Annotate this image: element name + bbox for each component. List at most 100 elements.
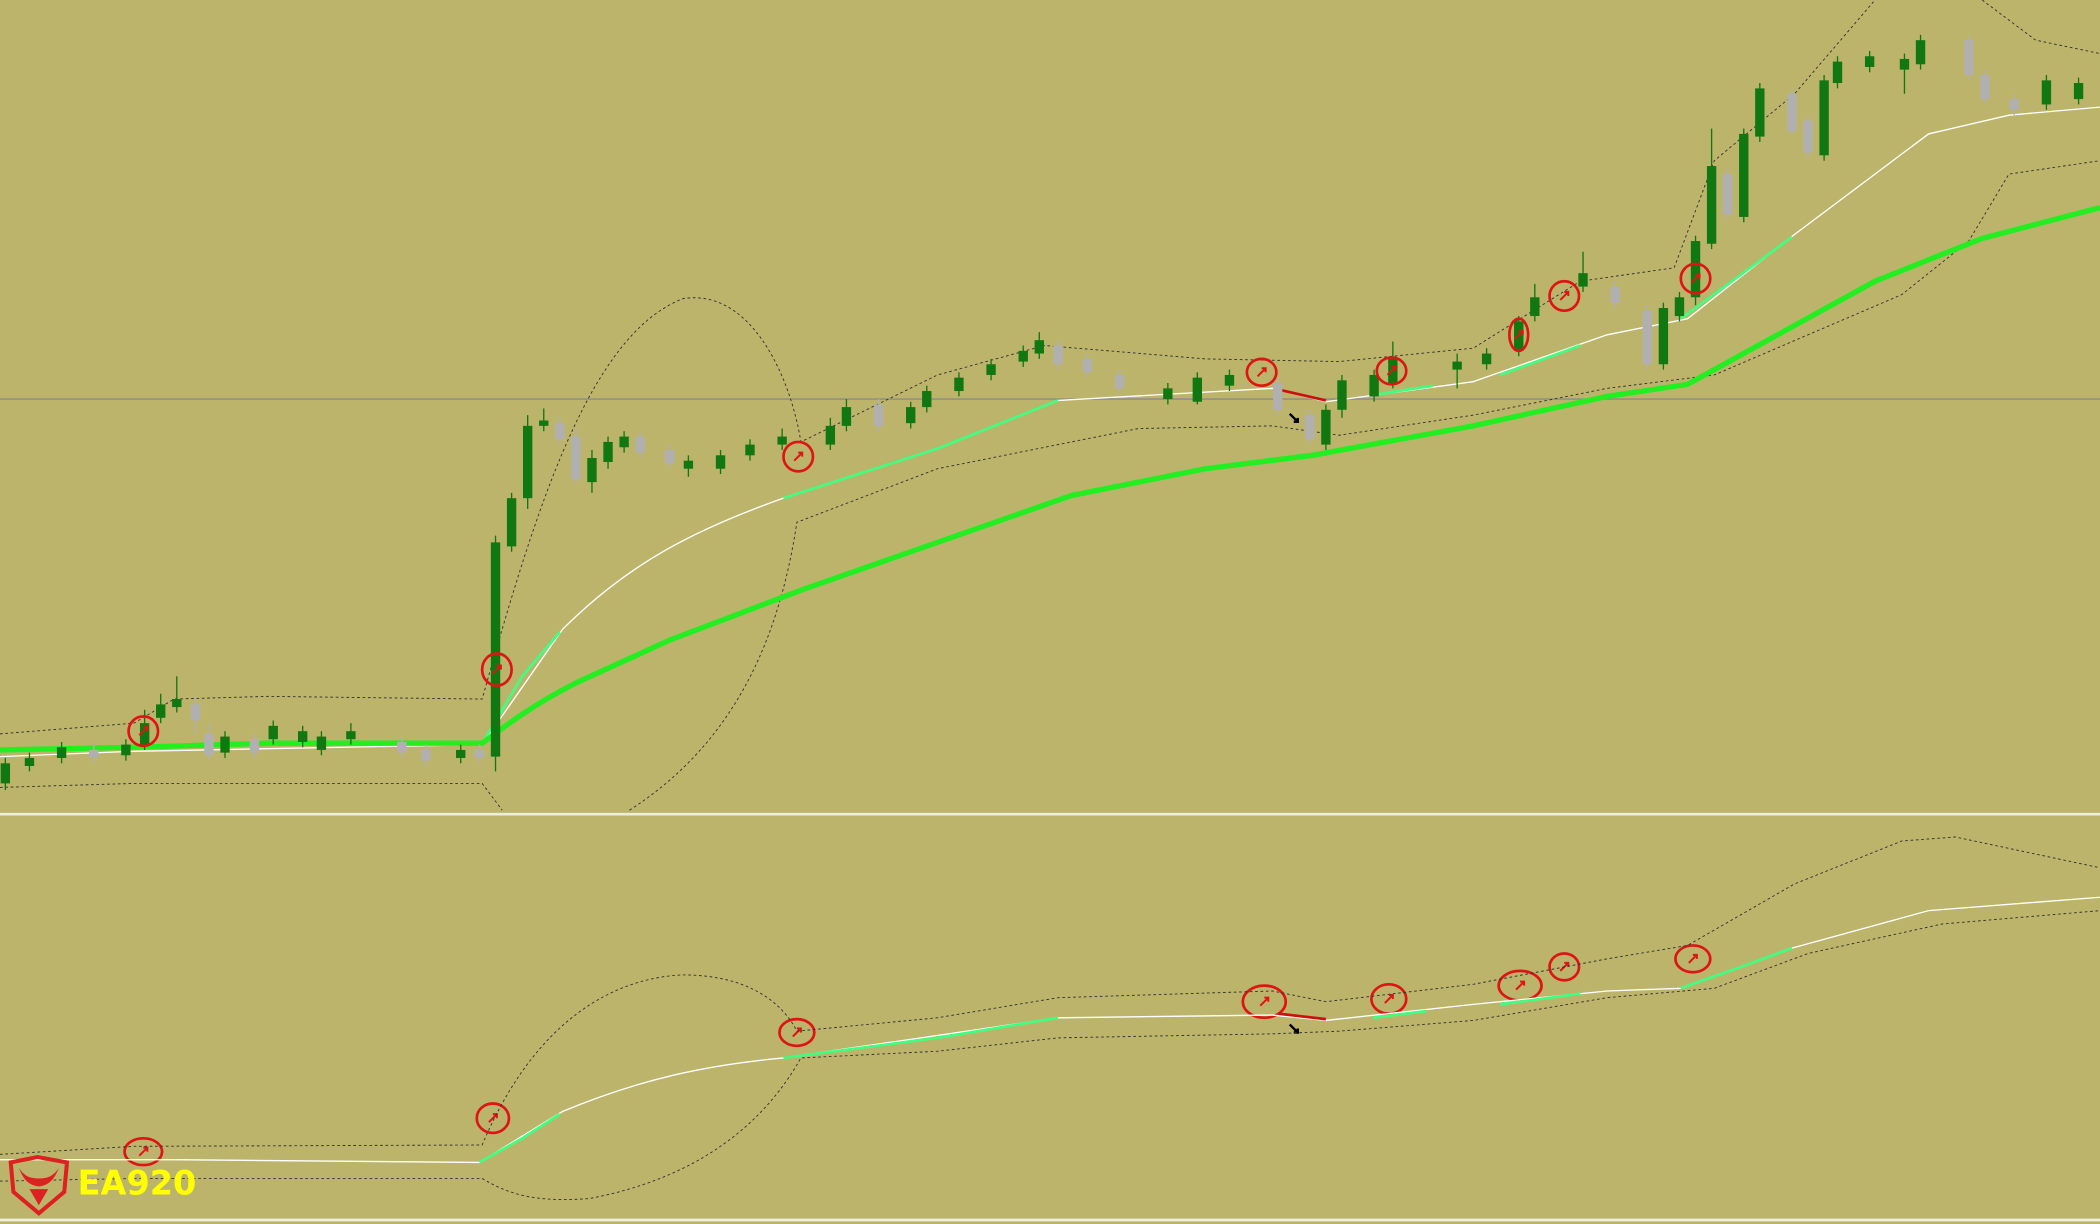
candle-body [24, 757, 35, 767]
candle-body [1706, 166, 1717, 244]
lower-panel-upper-band [0, 836, 2100, 1155]
candle-body [346, 731, 356, 740]
candle-body [664, 449, 675, 464]
signal-arrow-up [1259, 996, 1270, 1007]
candle-body [1163, 388, 1173, 400]
candle-body [2009, 99, 2019, 110]
signal-arrow-up [793, 451, 804, 462]
candle-body [1658, 308, 1669, 365]
candle-body [1192, 377, 1203, 402]
signal-arrow-up [1514, 329, 1524, 340]
signal-circle [1375, 356, 1408, 386]
candle-body [139, 723, 150, 745]
candle-body [249, 739, 260, 753]
candle-body [121, 744, 131, 756]
signal-arrow-up [138, 726, 149, 736]
signal-arrow-up [1559, 290, 1570, 301]
candle-body [1369, 374, 1379, 397]
trend-down-segment [1278, 388, 1327, 402]
logo-text: EA920 [78, 1164, 197, 1203]
candle-body [825, 425, 836, 445]
candle-body [89, 749, 99, 758]
candle-body [1321, 409, 1331, 445]
candle-body [2073, 83, 2084, 100]
lower-band [0, 160, 2100, 811]
signal-arrow-up [138, 1146, 149, 1157]
candle-body [522, 425, 533, 499]
candle-body [190, 704, 201, 721]
candle-body [841, 407, 852, 426]
signal-circle [123, 1136, 164, 1167]
signal-circle [480, 652, 513, 687]
middle-line [0, 106, 2100, 758]
candle-body [1337, 380, 1347, 410]
candle-body [1578, 273, 1588, 287]
lower-panel-down-segment [1278, 1012, 1327, 1021]
signals [123, 262, 1712, 1167]
candle-body [490, 542, 501, 757]
candle-body [986, 364, 996, 375]
candle-body [1053, 345, 1063, 365]
logo: EA920 [8, 1154, 197, 1216]
candle-body [1272, 383, 1283, 410]
signal-arrow-up [1690, 273, 1701, 284]
candle-body [1722, 174, 1733, 215]
signal-arrow-up [1386, 365, 1397, 376]
signal-arrow-down [1288, 412, 1299, 424]
candle-body [474, 749, 485, 758]
candle-body [1690, 241, 1701, 298]
candle-body [2041, 80, 2052, 105]
signal-arrow-up [1256, 367, 1267, 378]
signal-circle [1674, 944, 1712, 974]
candle-body [555, 423, 565, 440]
signal-circle [1679, 262, 1712, 295]
signal-circle [1548, 952, 1581, 982]
candle-body [172, 699, 182, 708]
candle-body [316, 736, 327, 750]
moving-average [0, 204, 2100, 753]
candle-body [683, 460, 694, 469]
candle-body [1034, 340, 1044, 354]
signal-circle [1241, 984, 1288, 1020]
lower-panel-up-segment [478, 946, 1793, 1164]
candle-body [56, 747, 67, 758]
lower-panel-lower-band [0, 910, 2100, 1201]
candle-body [1530, 297, 1540, 317]
candle-body [777, 436, 787, 445]
candle-body [1787, 93, 1797, 132]
signal-circle [1548, 279, 1581, 313]
candle-body [1481, 353, 1492, 365]
signal-circle [782, 440, 815, 473]
signal-circle [475, 1102, 511, 1135]
candle-body [587, 457, 597, 483]
signal-arrow-up [492, 664, 502, 675]
candle-body [1610, 286, 1620, 303]
candle-body [1755, 88, 1765, 137]
candle-body [1819, 80, 1829, 156]
candle-body [1980, 74, 1990, 100]
candle-body [1114, 374, 1125, 389]
candle-body [220, 736, 230, 753]
trend-up-segment [483, 235, 1793, 740]
candle-body [1674, 297, 1685, 317]
signal-arrow-up [792, 1027, 802, 1038]
candle-body [715, 455, 726, 469]
signal-arrow-up [1515, 980, 1526, 991]
candle-body [268, 725, 278, 740]
candle-body [1452, 361, 1462, 370]
candle-body [1739, 133, 1749, 217]
candle-body [1082, 358, 1093, 373]
candle-body [0, 763, 11, 784]
lower-panel-line [0, 896, 2100, 1164]
candle-body [506, 498, 517, 547]
candle-body [397, 741, 407, 753]
candle-body [1899, 58, 1910, 70]
candle-body [1803, 120, 1813, 153]
signal-circle [778, 1017, 816, 1048]
candle-body [539, 420, 549, 426]
signal-arrow-up [1384, 993, 1394, 1004]
candle-body [922, 391, 932, 408]
